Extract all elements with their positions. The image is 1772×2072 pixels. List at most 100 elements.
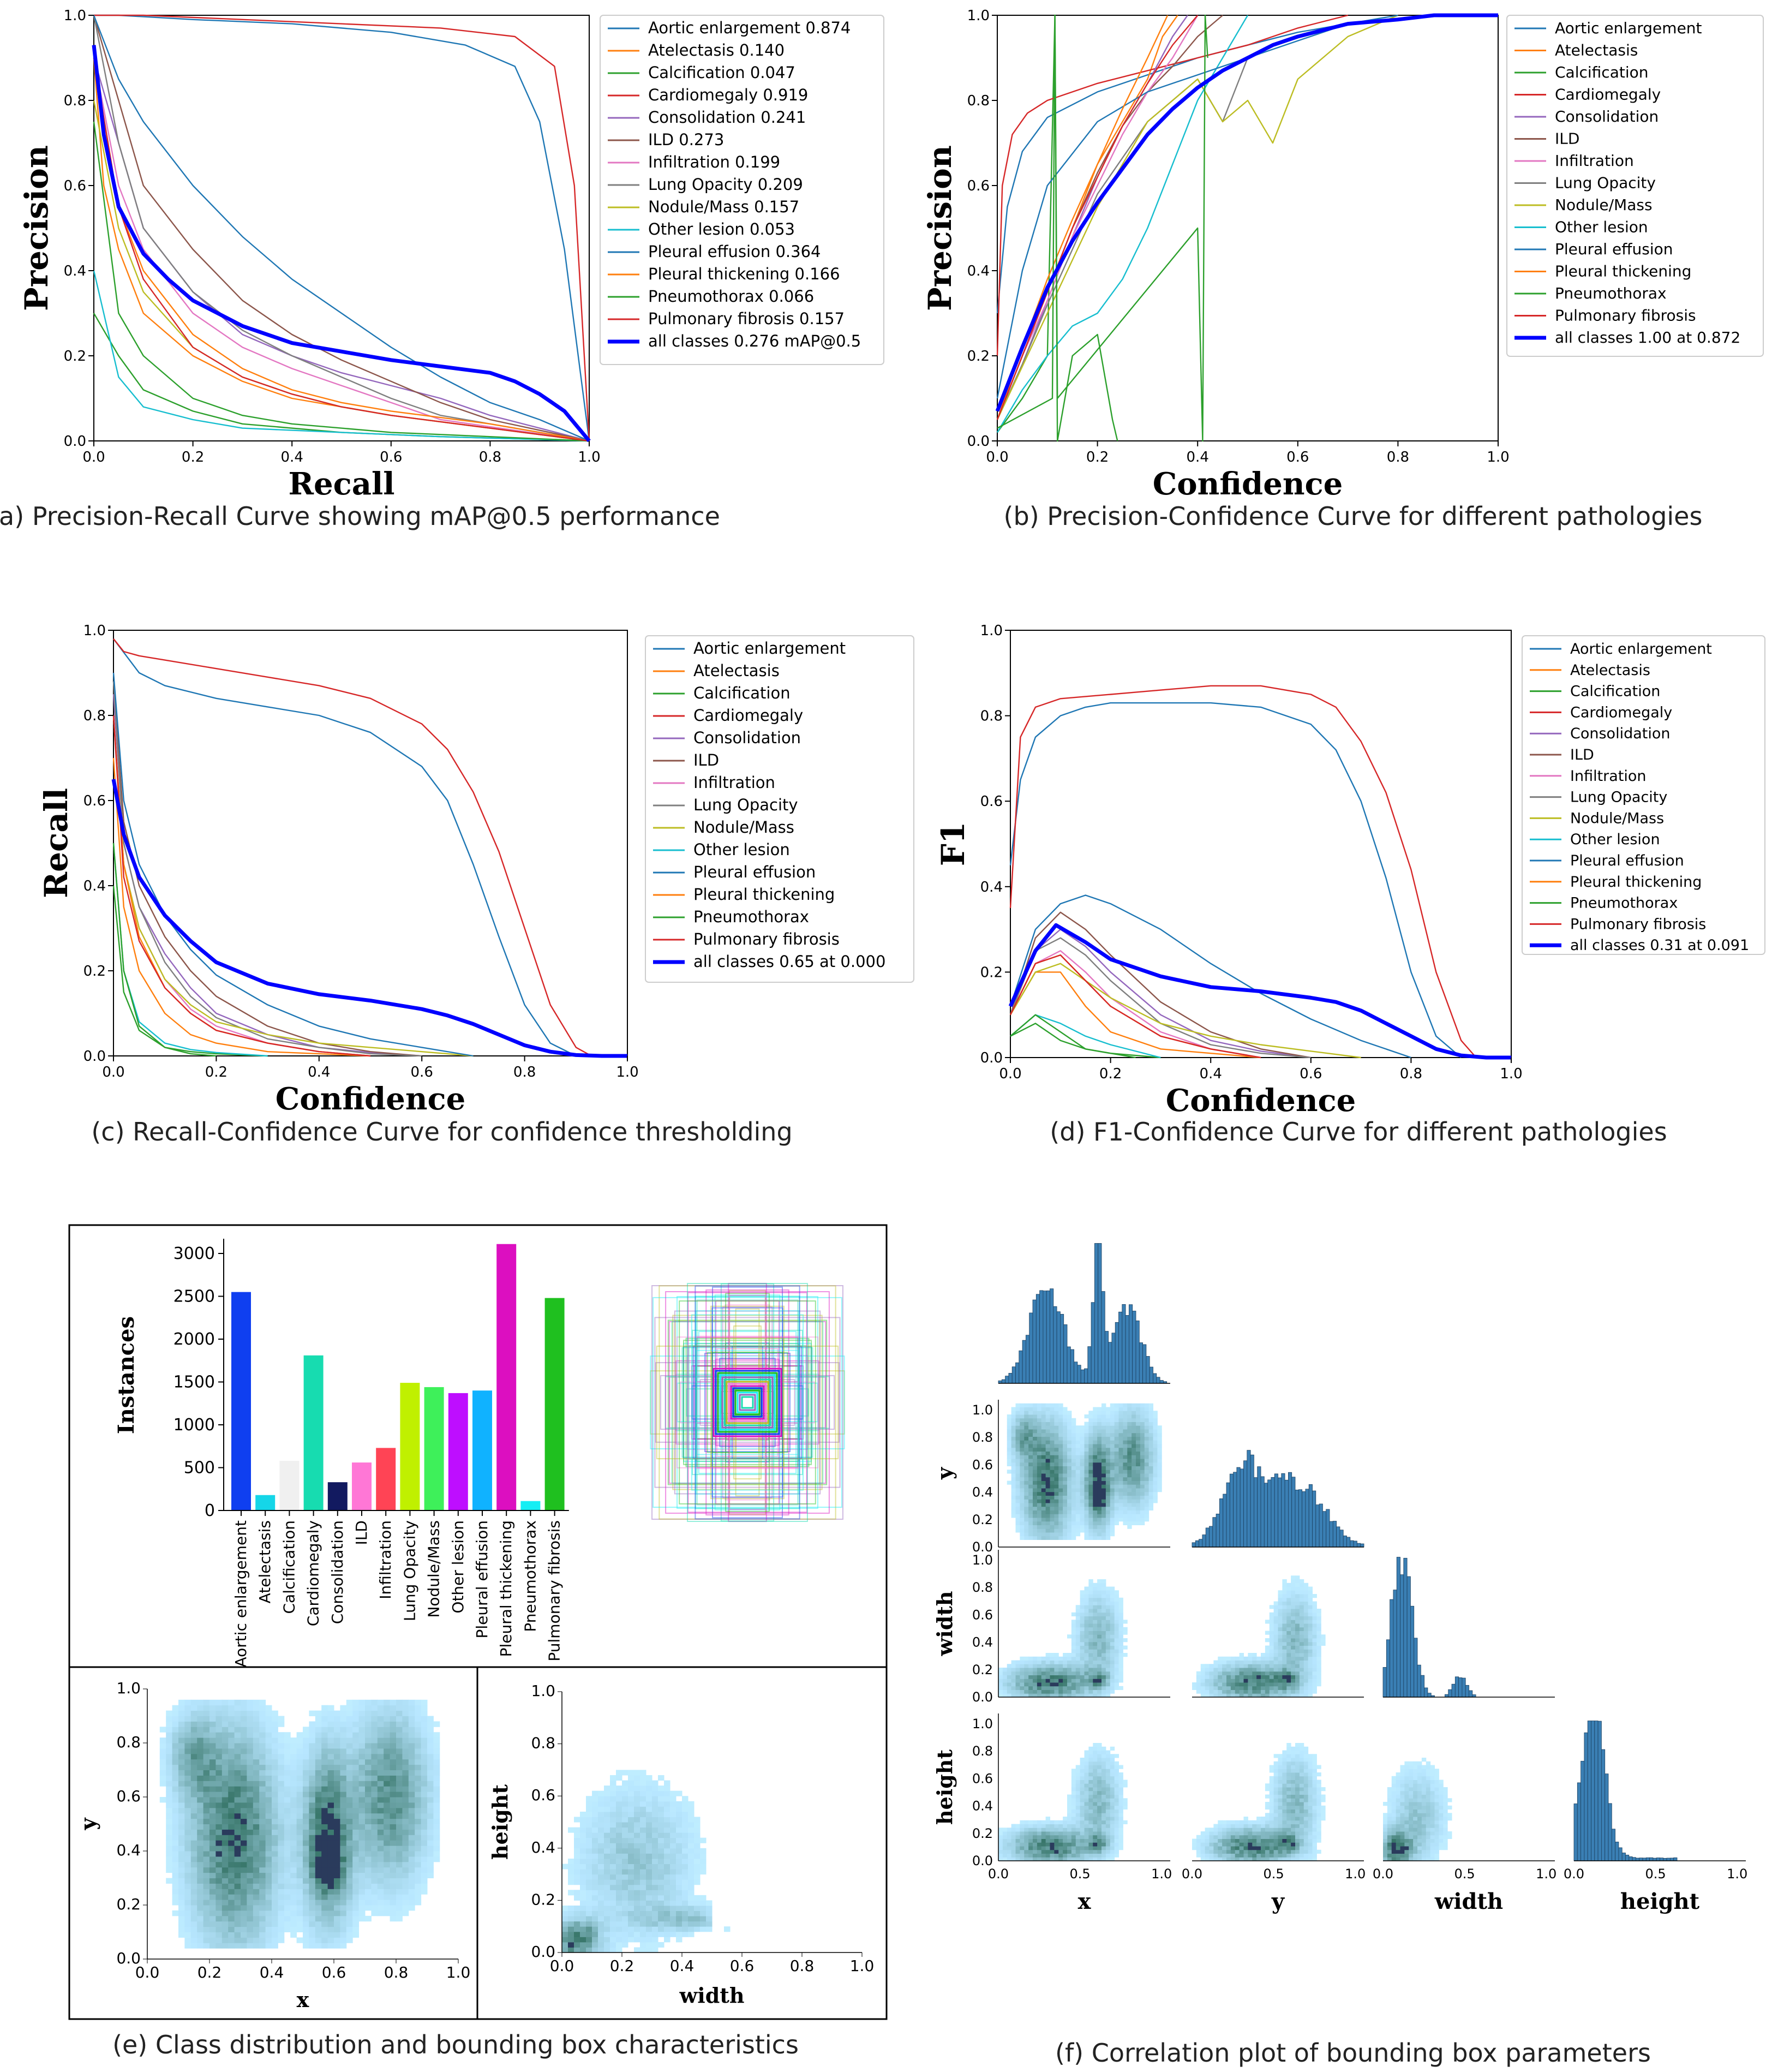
heatmap-xy-cell — [184, 1759, 191, 1765]
heatmap-xy-cell — [334, 1824, 340, 1830]
heatmap-xy-cell — [191, 1889, 197, 1894]
pairplot-y-vs-x-cell — [1033, 1518, 1037, 1521]
pairplot-y-vs-x-cell — [1110, 1411, 1115, 1414]
heatmap-wh-cell — [580, 1932, 586, 1937]
chart-a-legend-label: Aortic enlargement 0.874 — [648, 19, 851, 37]
pairplot-width-vs-x-cell — [1046, 1661, 1050, 1664]
heatmap-xy-cell — [209, 1835, 216, 1840]
pairplot-y-vs-x-cell — [1028, 1492, 1033, 1496]
heatmap-xy-cell — [197, 1824, 203, 1830]
heatmap-wh-cell — [652, 1900, 658, 1906]
heatmap-xy-cell — [365, 1813, 372, 1819]
heatmap-xy-cell — [352, 1883, 359, 1889]
heatmap-wh-cell — [688, 1906, 695, 1911]
heatmap-xy-cell — [259, 1802, 266, 1808]
pairplot-width-vs-x-cell — [1088, 1602, 1093, 1605]
pairplot-y-vs-x-cell — [1067, 1459, 1071, 1462]
heatmap-xy-cell — [427, 1748, 434, 1754]
pairplot-y-vs-x-cell — [1028, 1422, 1033, 1426]
heatmap-xy-cell — [378, 1711, 384, 1716]
heatmap-xy-cell — [215, 1775, 222, 1781]
heatmap-wh-cell — [628, 1812, 634, 1817]
pairplot-y-vs-x-cell — [1088, 1492, 1093, 1496]
heatmap-wh-cell — [610, 1890, 616, 1895]
heatmap-xy-cell — [215, 1727, 222, 1732]
heatmap-xy-cell — [309, 1792, 315, 1797]
pairplot-width-vs-x-cell — [1020, 1682, 1024, 1686]
heatmap-wh-cell — [604, 1801, 610, 1807]
heatmap-wh-cell — [634, 1832, 640, 1838]
heatmap-xy-cell — [209, 1916, 216, 1921]
pairplot-y-vs-x-cell — [1050, 1484, 1055, 1488]
chart-b-xtick-label: 1.0 — [1487, 449, 1509, 465]
pairplot-width-vs-x-cell — [1085, 1620, 1089, 1623]
chart-d-ytick-label: 0.6 — [980, 793, 1003, 810]
heatmap-xy-cell — [209, 1862, 216, 1867]
pairplot-y-vs-x-cell — [1097, 1532, 1101, 1536]
heatmap-xy-cell — [328, 1937, 334, 1943]
heatmap-xy-cell — [409, 1900, 415, 1905]
heatmap-xy-cell — [365, 1765, 372, 1770]
heatmap-xy-cell — [409, 1775, 415, 1781]
heatmap-wh-cell — [598, 1937, 604, 1942]
heatmap-xy-cell — [315, 1856, 322, 1862]
heatmap-xy-cell — [290, 1770, 297, 1776]
heatmap-xy-cell — [365, 1873, 372, 1878]
heatmap-wh-cell — [598, 1843, 604, 1848]
pairplot-y-vs-x-cell — [1119, 1507, 1123, 1510]
pairplot-y-vs-x-cell — [1020, 1518, 1024, 1521]
chart-a-xtick-label: 0.4 — [281, 449, 303, 465]
heatmap-wh-cell — [616, 1864, 622, 1869]
heatmap-xy-cell — [160, 1737, 166, 1743]
pairplot-y-vs-x-cell — [1119, 1477, 1123, 1481]
heatmap-xy-cell — [197, 1786, 203, 1792]
heatmap-xy-cell — [384, 1862, 390, 1867]
heatmap-xy-cell — [378, 1743, 384, 1748]
pairplot-y-vs-x-cell — [1054, 1507, 1058, 1510]
heatmap-xy-cell — [371, 1786, 378, 1792]
heatmap-wh-cell — [568, 1926, 574, 1932]
pairplot-y-vs-x-cell — [1136, 1462, 1140, 1466]
heatmap-xy-cell — [402, 1840, 409, 1846]
pairplot-y-vs-x-cell — [1097, 1407, 1101, 1411]
pairplot-y-vs-x-cell — [1123, 1518, 1127, 1521]
heatmap-wh-cell — [664, 1864, 671, 1869]
pairplot-y-vs-x-cell — [1058, 1433, 1063, 1437]
heatmap-xy-cell — [309, 1910, 315, 1916]
pairplot-y-vs-x-cell — [1085, 1496, 1089, 1500]
heatmap-xy-cell — [371, 1748, 378, 1754]
heatmap-xy-cell — [384, 1797, 390, 1802]
heatmap-xy-cell — [166, 1716, 172, 1722]
pairplot-y-vs-x-cell — [1132, 1477, 1136, 1481]
heatmap-wh-cell — [622, 1906, 628, 1911]
heatmap-xy-cell — [390, 1813, 397, 1819]
heatmap-xy-cell — [259, 1932, 266, 1938]
heatmap-wh-cell — [640, 1947, 646, 1952]
pairplot-hist-bar — [1264, 1483, 1267, 1547]
heatmap-wh-cell — [568, 1932, 574, 1937]
pairplot-width-vs-x-cell — [1071, 1675, 1076, 1679]
pairplot-y-vs-x-cell — [1132, 1448, 1136, 1452]
heatmap-xy-cell — [334, 1721, 340, 1727]
pairplot-y-vs-x-cell — [1054, 1407, 1058, 1411]
pairplot-y-vs-x-cell — [1011, 1425, 1016, 1429]
heatmap-xy-cell — [184, 1711, 191, 1716]
pairplot-y-vs-x-cell — [1076, 1525, 1080, 1529]
heatmap-xy-cell — [191, 1727, 197, 1732]
heatmap-xy-cell — [278, 1786, 284, 1792]
heatmap-wh-cell — [700, 1838, 707, 1843]
heatmap-xy-cell — [284, 1732, 291, 1737]
heatmap-xy-cell — [433, 1846, 440, 1851]
chart-a-legend-label: Pleural effusion 0.364 — [648, 242, 821, 261]
pairplot-hist-bar — [1322, 1512, 1326, 1547]
pairplot-y-vs-x-cell — [1028, 1466, 1033, 1470]
heatmap-xy-cell — [409, 1721, 415, 1727]
heatmap-xy-cell — [427, 1770, 434, 1776]
pairplot-y-vs-x-cell — [1097, 1418, 1101, 1422]
heatmap-xy-cell — [259, 1716, 266, 1722]
pairplot-y-vs-x-cell — [1041, 1477, 1046, 1481]
heatmap-xy-cell — [166, 1808, 172, 1813]
pairplot-hist-bar — [1350, 1540, 1354, 1547]
pairplot-width-vs-x-cell — [1119, 1616, 1123, 1620]
heatmap-xy-cell — [253, 1927, 260, 1932]
